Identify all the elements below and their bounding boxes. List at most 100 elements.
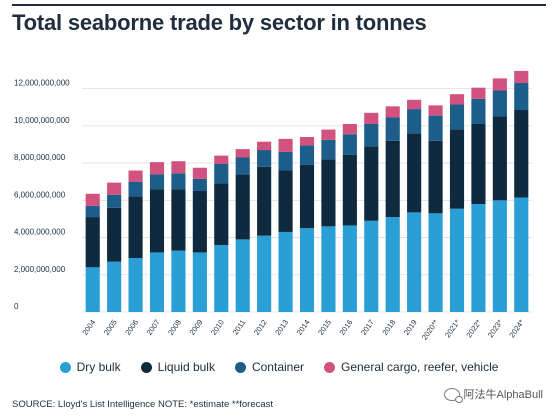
y-tick-label: 6,000,000,000 — [14, 190, 66, 199]
bar-liquid-bulk-2023 — [492, 116, 507, 201]
watermark: 阿法牛AlphaBull — [440, 385, 546, 403]
bar-dry-bulk-2018 — [385, 217, 400, 312]
x-tick-label: 2004 — [80, 318, 97, 337]
bar-container-2018 — [385, 117, 400, 141]
x-tick-label: 2016 — [338, 318, 355, 337]
x-tick-label: 2015 — [316, 318, 333, 337]
bar-general-cargo-reefer-vehicle-2010 — [214, 155, 229, 165]
x-tick-label: 2020** — [420, 318, 440, 342]
x-tick-label: 2007 — [145, 318, 162, 337]
bar-liquid-bulk-2016 — [342, 154, 357, 226]
legend-item-dry-bulk: Dry bulk — [59, 360, 121, 374]
bar-dry-bulk-2008 — [171, 250, 186, 312]
bar-container-2008 — [171, 173, 186, 190]
bar-general-cargo-reefer-vehicle-2013 — [278, 138, 293, 152]
x-tick-label: 2005 — [102, 318, 119, 337]
legend-item-general-cargo: General cargo, reefer, vehicle — [324, 360, 498, 374]
watermark-text: 阿法牛AlphaBull — [463, 389, 543, 401]
y-tick-label: 4,000,000,000 — [14, 228, 66, 237]
legend-swatch-liquid-bulk — [140, 361, 152, 373]
legend: Dry bulk Liquid bulk Container General c… — [0, 360, 558, 374]
bar-general-cargo-reefer-vehicle-2015 — [321, 129, 336, 140]
bar-general-cargo-reefer-vehicle-2007 — [149, 162, 165, 175]
bar-general-cargo-reefer-vehicle-2023 — [492, 78, 507, 91]
bar-container-2010 — [214, 164, 229, 184]
bar-container-2004 — [85, 205, 100, 218]
bar-dry-bulk-2007 — [149, 252, 165, 312]
bar-dry-bulk-2011 — [235, 239, 250, 312]
bar-general-cargo-reefer-vehicle-2014 — [299, 137, 315, 146]
bar-container-2016 — [342, 134, 357, 155]
bar-dry-bulk-2022 — [471, 204, 486, 312]
bar-general-cargo-reefer-vehicle-2017 — [364, 112, 379, 124]
bar-liquid-bulk-2008 — [171, 189, 186, 251]
legend-swatch-container — [234, 361, 246, 373]
y-tick-label: 10,000,000,000 — [14, 116, 70, 125]
bar-liquid-bulk-2017 — [364, 146, 379, 221]
bar-container-2015 — [321, 139, 336, 160]
bar-general-cargo-reefer-vehicle-2012 — [257, 141, 272, 151]
bar-liquid-bulk-2021 — [449, 129, 465, 209]
x-tick-label: 2013 — [273, 318, 290, 337]
bar-dry-bulk-2004 — [85, 267, 100, 312]
x-tick-label: 2008 — [166, 318, 183, 337]
bar-general-cargo-reefer-vehicle-2011 — [235, 149, 250, 158]
legend-label-container: Container — [251, 360, 304, 374]
legend-label-general-cargo: General cargo, reefer, vehicle — [341, 360, 499, 374]
y-tick-label: 0 — [14, 302, 19, 311]
bar-dry-bulk-2024 — [514, 197, 529, 312]
bar-liquid-bulk-2024 — [514, 110, 529, 198]
bar-container-2020 — [428, 115, 443, 141]
x-tick-label: 2023* — [486, 318, 505, 339]
bar-dry-bulk-2009 — [192, 252, 207, 312]
wechat-icon — [443, 387, 463, 403]
bar-liquid-bulk-2014 — [299, 164, 315, 229]
bar-liquid-bulk-2009 — [192, 191, 207, 253]
bar-dry-bulk-2023 — [492, 200, 507, 312]
x-tick-label: 2024* — [507, 318, 526, 339]
bar-general-cargo-reefer-vehicle-2022 — [471, 87, 486, 99]
bar-liquid-bulk-2006 — [128, 196, 143, 259]
bar-general-cargo-reefer-vehicle-2008 — [171, 161, 186, 174]
bar-container-2013 — [278, 151, 293, 171]
x-tick-label: 2006 — [123, 318, 140, 337]
bar-general-cargo-reefer-vehicle-2019 — [407, 99, 422, 110]
bar-dry-bulk-2015 — [321, 226, 336, 312]
source-note: SOURCE: Lloyd's List Intelligence NOTE: … — [12, 399, 274, 410]
bar-dry-bulk-2016 — [342, 225, 357, 312]
bar-general-cargo-reefer-vehicle-2024 — [514, 70, 529, 84]
bar-general-cargo-reefer-vehicle-2021 — [449, 94, 465, 105]
bar-liquid-bulk-2004 — [85, 217, 100, 268]
x-tick-label: 2010 — [209, 318, 226, 337]
legend-item-liquid-bulk: Liquid bulk — [140, 360, 215, 374]
bar-liquid-bulk-2022 — [471, 123, 486, 205]
bar-container-2009 — [192, 178, 207, 191]
bar-liquid-bulk-2007 — [149, 189, 165, 253]
x-tick-label: 2009 — [188, 318, 205, 337]
bar-general-cargo-reefer-vehicle-2009 — [192, 167, 207, 179]
bar-container-2007 — [149, 174, 165, 190]
bar-general-cargo-reefer-vehicle-2016 — [342, 123, 357, 135]
bar-container-2023 — [492, 90, 507, 117]
bar-liquid-bulk-2020 — [428, 140, 443, 214]
bar-dry-bulk-2014 — [299, 228, 315, 312]
bar-container-2011 — [235, 157, 250, 175]
bar-general-cargo-reefer-vehicle-2020 — [428, 105, 443, 116]
bar-container-2017 — [364, 123, 379, 147]
legend-label-dry-bulk: Dry bulk — [76, 360, 121, 374]
bar-general-cargo-reefer-vehicle-2006 — [128, 170, 143, 182]
bar-container-2022 — [471, 98, 486, 124]
bar-liquid-bulk-2011 — [235, 174, 250, 240]
x-tick-label: 2022* — [464, 318, 483, 339]
legend-item-container: Container — [234, 360, 304, 374]
x-tick-label: 2018 — [380, 318, 397, 337]
bar-dry-bulk-2010 — [214, 244, 229, 312]
chart-title: Total seaborne trade by sector in tonnes — [12, 10, 427, 35]
x-tick-label: 2012 — [252, 318, 269, 337]
bar-liquid-bulk-2015 — [321, 159, 336, 227]
legend-swatch-dry-bulk — [59, 361, 71, 373]
bar-liquid-bulk-2010 — [214, 183, 229, 245]
legend-swatch-general-cargo — [324, 361, 335, 373]
bar-container-2006 — [128, 181, 143, 197]
bar-container-2012 — [257, 150, 272, 167]
